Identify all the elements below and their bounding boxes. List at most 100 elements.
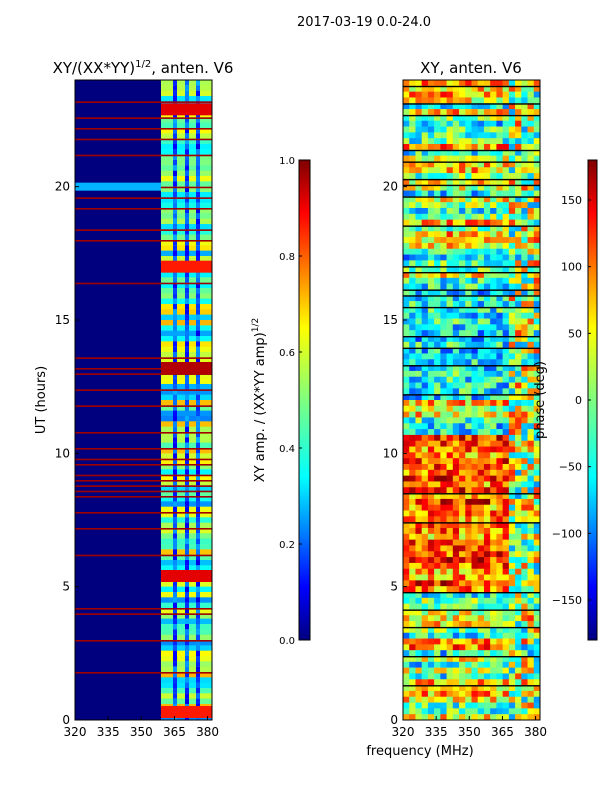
heatmap-cell [440, 120, 447, 127]
heatmap-cell [427, 301, 435, 308]
heatmap-cell [521, 568, 528, 575]
heatmap-cell [173, 661, 177, 667]
heatmap-cell [471, 405, 479, 412]
heatmap-cell [196, 634, 200, 641]
heatmap-cell [196, 650, 200, 657]
heatmap-cell [185, 192, 189, 198]
heatmap-cell [173, 229, 177, 235]
heatmap-cell [502, 312, 510, 319]
heatmap-cell [471, 103, 479, 110]
heatmap-cell [477, 260, 485, 267]
heatmap-cell [452, 341, 460, 348]
heatmap-cell [440, 103, 447, 110]
heatmap-cell [502, 126, 510, 133]
heatmap-cell [427, 586, 435, 593]
heatmap-cell [477, 144, 485, 151]
heatmap-cell [483, 708, 491, 715]
heatmap-cell [421, 586, 429, 593]
heatmap-cell [434, 248, 441, 255]
heatmap-cell [173, 432, 177, 438]
heatmap-cell [477, 289, 485, 296]
heatmap-cell [471, 626, 479, 634]
heatmap-cell [508, 161, 516, 168]
heatmap-cell [508, 481, 516, 488]
heatmap-cell [427, 615, 435, 622]
heatmap-cell [427, 522, 435, 529]
heatmap-cell [446, 103, 454, 110]
heatmap-cell [440, 475, 447, 482]
heatmap-cell [409, 632, 416, 639]
heatmap-cell [185, 293, 189, 299]
heatmap-cell [452, 85, 460, 92]
heatmap-cell [521, 132, 528, 139]
heatmap-cell [403, 237, 410, 244]
heatmap-cell [465, 382, 472, 389]
heatmap-cell [403, 295, 410, 302]
heatmap-cell [409, 295, 416, 302]
heatmap-cell [483, 394, 491, 401]
heatmap-cell [446, 551, 454, 558]
heatmap-cell [196, 176, 200, 182]
heatmap-cell [465, 306, 472, 314]
heatmap-cell [440, 312, 447, 319]
heatmap-cell [527, 132, 535, 139]
heatmap-cell [403, 359, 410, 366]
heatmap-cell [409, 213, 416, 220]
heatmap-cell [446, 667, 454, 674]
heatmap-cell [465, 353, 472, 360]
heatmap-cell [527, 539, 535, 546]
amplitude-colorbar: 0.00.20.40.60.81.0 XY amp. / (XX*YY amp)… [251, 156, 311, 647]
heatmap-cell [403, 149, 410, 156]
heatmap-cell [446, 190, 454, 197]
heatmap-cell [502, 231, 510, 238]
heatmap-cell [173, 629, 177, 635]
heatmap-cell [521, 696, 528, 703]
heatmap-cell [415, 440, 422, 447]
heatmap-cell [415, 114, 422, 122]
heatmap-cell [421, 632, 429, 639]
heatmap-cell [515, 365, 522, 372]
heatmap-cell [483, 673, 491, 680]
heatmap-cell [185, 426, 189, 433]
heatmap-cell [446, 464, 454, 471]
heatmap-cell [173, 282, 177, 289]
heatmap-cell [196, 666, 200, 673]
heatmap-cell [521, 551, 528, 558]
heatmap-cell [533, 574, 541, 581]
heatmap-cell [409, 248, 416, 255]
heatmap-cell [185, 442, 189, 449]
heatmap-cell [459, 144, 466, 151]
heatmap-cell [515, 446, 522, 453]
heatmap-cell [490, 231, 497, 238]
heatmap-cell [415, 685, 422, 692]
heatmap-cell [515, 109, 522, 116]
heatmap-cell [508, 528, 516, 535]
heatmap-cell [477, 242, 485, 250]
heatmap-cell [427, 190, 435, 197]
heatmap-cell [471, 586, 479, 593]
heatmap-cell [196, 613, 200, 619]
heatmap-cell [403, 260, 410, 267]
heatmap-cell [421, 411, 429, 418]
heatmap-cell [446, 97, 454, 104]
heatmap-cell [185, 149, 189, 155]
heatmap-cell [533, 231, 541, 238]
heatmap-cell [508, 248, 516, 255]
heatmap-cell [502, 330, 510, 337]
heatmap-cell [452, 446, 460, 453]
heatmap-cell [508, 394, 516, 401]
heatmap-cell [477, 109, 485, 116]
heatmap-cell [409, 266, 416, 273]
heatmap-cell [403, 155, 410, 162]
heatmap-cell [185, 586, 189, 593]
heatmap-cell [446, 272, 454, 279]
heatmap-cell [490, 539, 497, 546]
heatmap-cell [490, 568, 497, 575]
heatmap-cell [508, 632, 516, 639]
heatmap-cell [421, 248, 429, 255]
heatmap-row-stripe [75, 474, 212, 477]
heatmap-cell [508, 661, 516, 668]
heatmap-cell [496, 341, 503, 348]
heatmap-cell [427, 173, 435, 180]
heatmap-cell [465, 626, 472, 634]
